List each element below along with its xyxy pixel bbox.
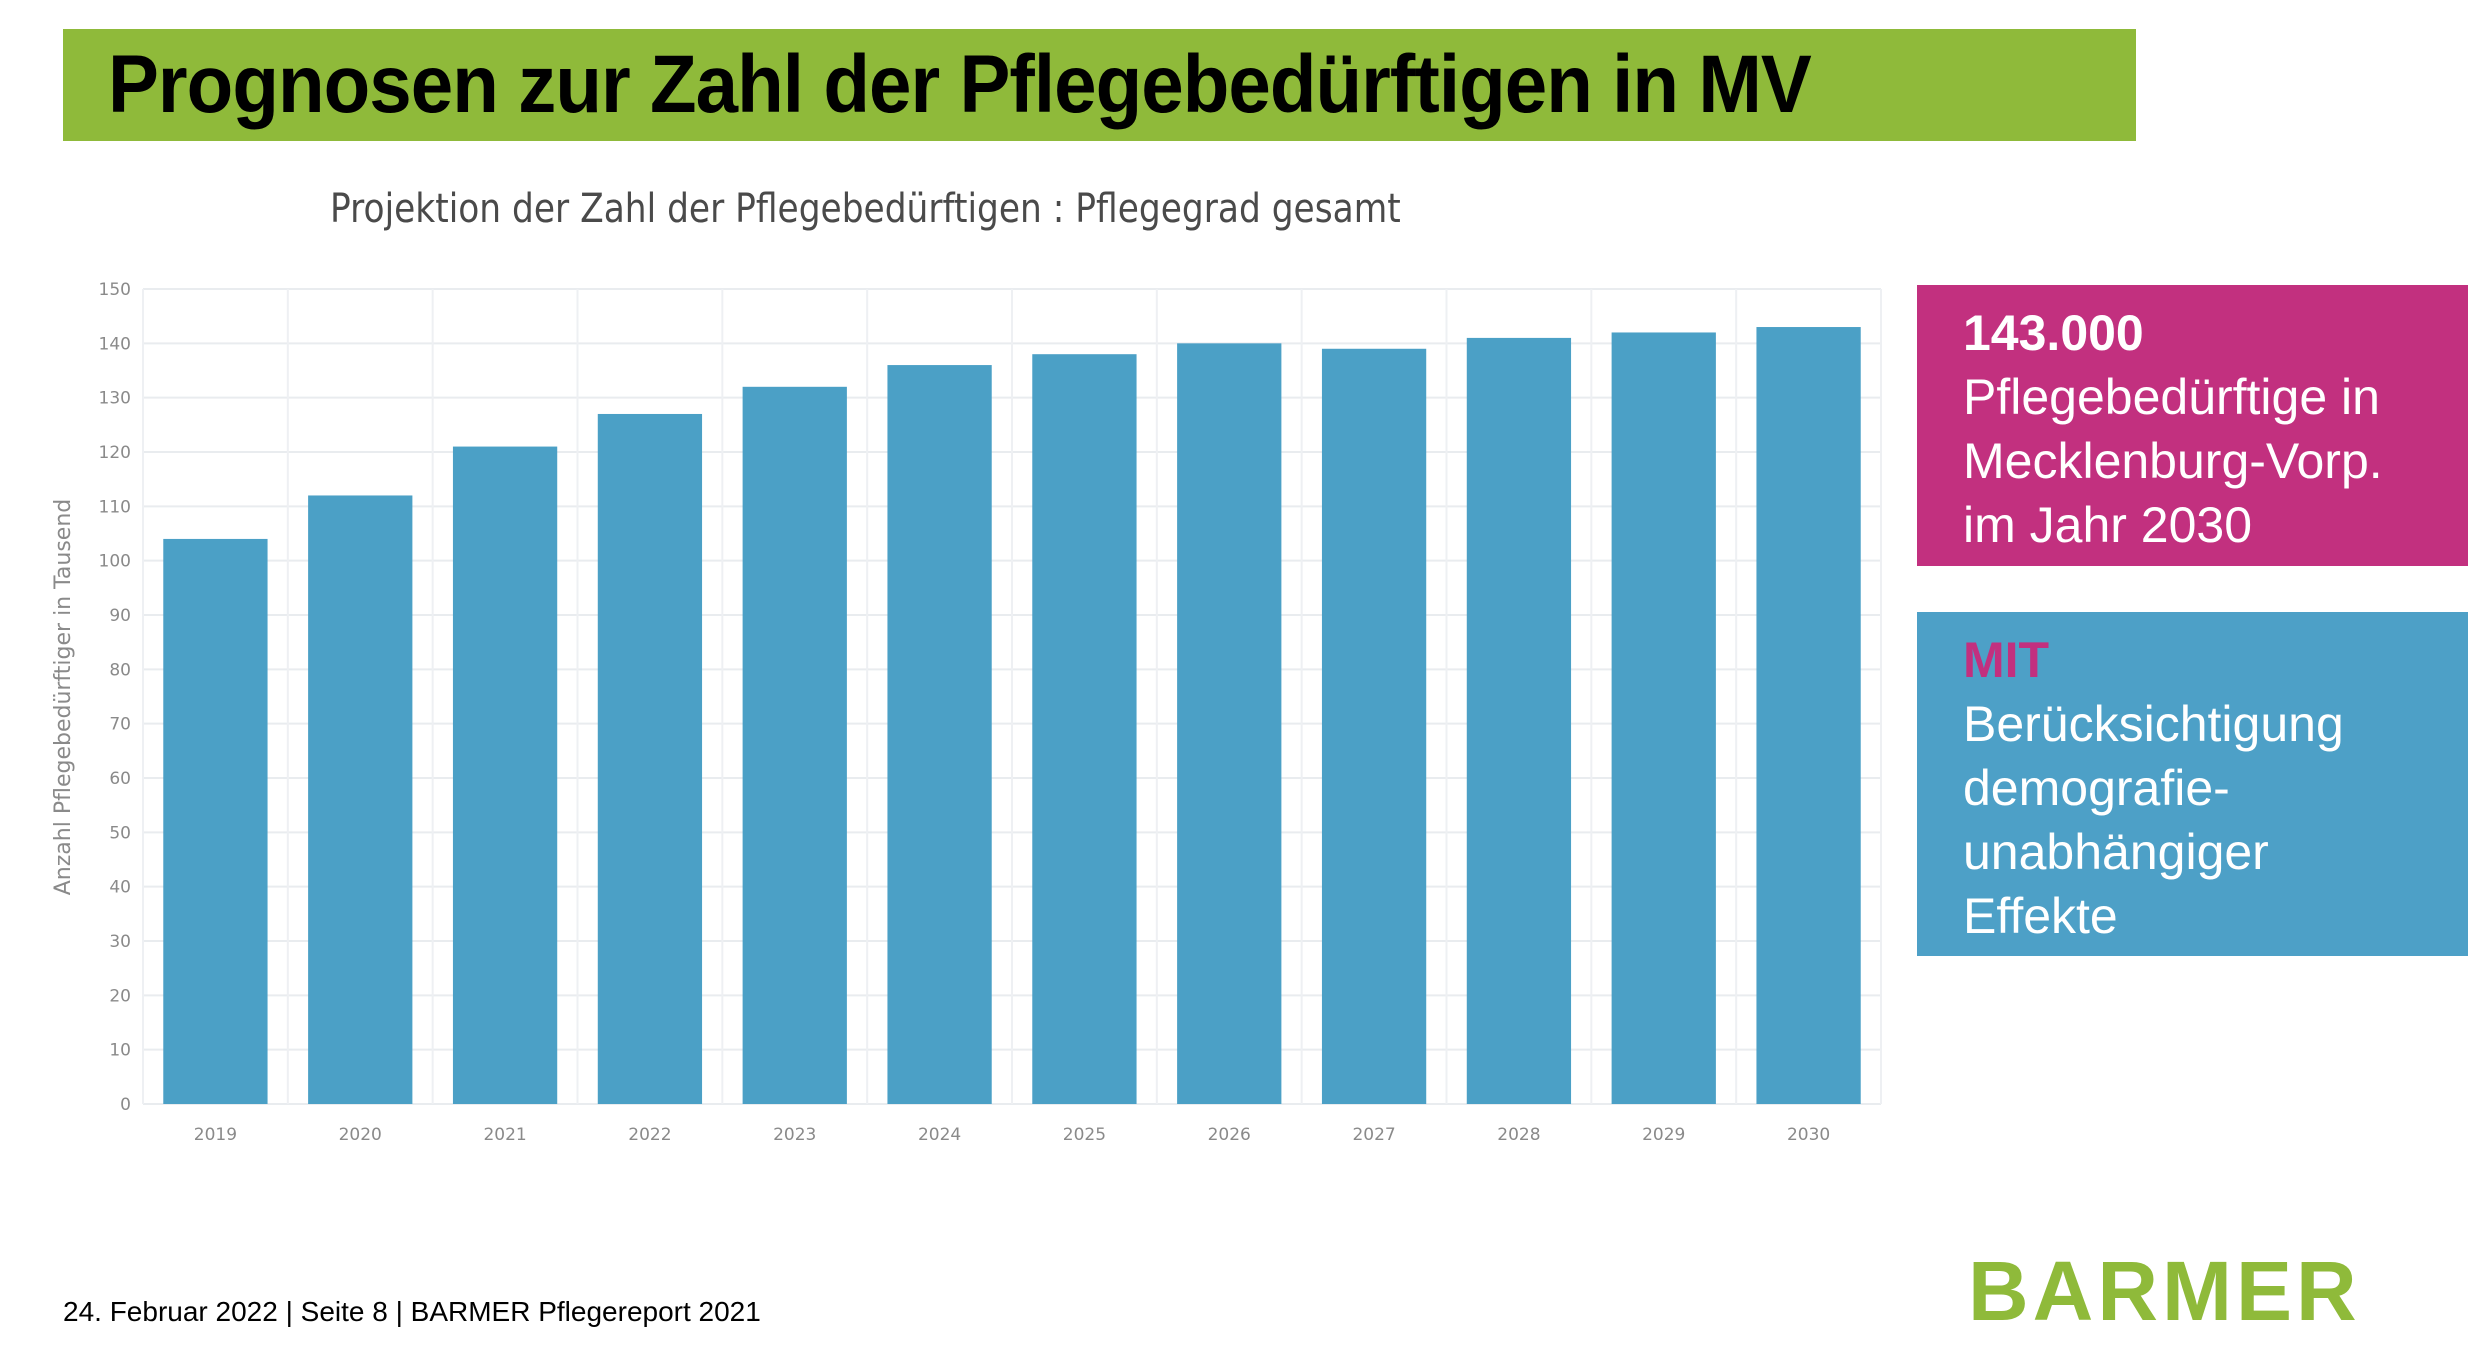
x-tick-label: 2027 <box>1352 1125 1395 1145</box>
x-tick-label: 2019 <box>194 1125 237 1145</box>
x-tick-label: 2029 <box>1642 1125 1685 1145</box>
bar-2030 <box>1756 327 1861 1104</box>
bar-2021 <box>452 446 558 1105</box>
y-tick-label: 150 <box>99 280 131 300</box>
y-tick-label: 80 <box>109 660 131 680</box>
callout-blue-line: demografie- <box>1963 760 2230 816</box>
bar-2027 <box>1321 348 1427 1104</box>
x-tick-label: 2025 <box>1063 1125 1106 1145</box>
y-tick-label: 110 <box>99 497 131 517</box>
y-tick-label: 50 <box>109 823 131 843</box>
x-tick-label: 2026 <box>1208 1125 1251 1145</box>
chart-title: Projektion der Zahl der Pflegebedürftige… <box>330 186 1401 232</box>
callout-blue: MIT Berücksichtigung demografie- unabhän… <box>1917 612 2468 956</box>
x-tick-label: 2021 <box>483 1125 526 1145</box>
x-tick-label: 2022 <box>628 1125 671 1145</box>
title-banner <box>63 29 2136 141</box>
y-tick-label: 0 <box>120 1095 131 1115</box>
y-axis-ticks: 0 10 20 30 40 50 60 70 80 90 100 110 120 130 140 150 <box>99 280 131 1115</box>
callout-blue-line: Effekte <box>1963 888 2118 944</box>
y-axis-title: Anzahl Pflegebedürftiger in Tausend <box>51 499 76 896</box>
callout-pink: 143.000 Pflegebedürftige in Mecklenburg-… <box>1917 285 2468 566</box>
x-axis-ticks: 2019 2020 2021 2022 2023 2024 2025 2026 2027 2028… <box>194 1125 1830 1145</box>
callout-pink-line: Pflegebedürftige in <box>1963 369 2380 425</box>
footer-text: 24. Februar 2022 | Seite 8 | BARMER Pfle… <box>63 1296 761 1327</box>
x-tick-label: 2023 <box>773 1125 816 1145</box>
bar-2024 <box>887 365 992 1105</box>
chart-bars <box>163 327 1861 1105</box>
y-tick-label: 120 <box>99 443 131 463</box>
callout-blue-line: unabhängiger <box>1963 824 2269 880</box>
chart-grid <box>142 288 1882 1105</box>
slide-title: Prognosen zur Zahl der Pflegebedürftigen… <box>108 39 1812 130</box>
bar-2029 <box>1611 332 1716 1104</box>
y-tick-label: 60 <box>109 769 131 789</box>
x-tick-label: 2020 <box>339 1125 382 1145</box>
y-tick-label: 30 <box>109 932 131 952</box>
y-tick-label: 140 <box>99 334 131 354</box>
y-tick-label: 90 <box>109 606 131 626</box>
callout-pink-line: Mecklenburg-Vorp. <box>1963 433 2383 489</box>
callout-pink-line: im Jahr 2030 <box>1963 497 2253 553</box>
y-tick-label: 100 <box>99 552 131 572</box>
x-tick-label: 2024 <box>918 1125 961 1145</box>
bar-2025 <box>1032 354 1137 1104</box>
callout-blue-headline: MIT <box>1963 632 2050 688</box>
x-tick-label: 2028 <box>1497 1125 1540 1145</box>
bar-2023 <box>742 386 847 1104</box>
barmer-logo: BARMER <box>1968 1244 2361 1338</box>
y-tick-label: 130 <box>99 389 131 409</box>
bar-2019 <box>163 538 268 1104</box>
y-tick-label: 20 <box>109 986 131 1006</box>
y-tick-label: 40 <box>109 878 131 898</box>
bar-2022 <box>597 413 703 1104</box>
callout-blue-line: Berücksichtigung <box>1963 696 2344 752</box>
y-tick-label: 70 <box>109 715 131 735</box>
callout-pink-headline: 143.000 <box>1963 305 2144 361</box>
bar-2028 <box>1466 337 1572 1104</box>
bar-2026 <box>1177 343 1282 1104</box>
x-tick-label: 2030 <box>1787 1125 1830 1145</box>
y-tick-label: 10 <box>109 1041 131 1061</box>
bar-2020 <box>308 495 413 1104</box>
